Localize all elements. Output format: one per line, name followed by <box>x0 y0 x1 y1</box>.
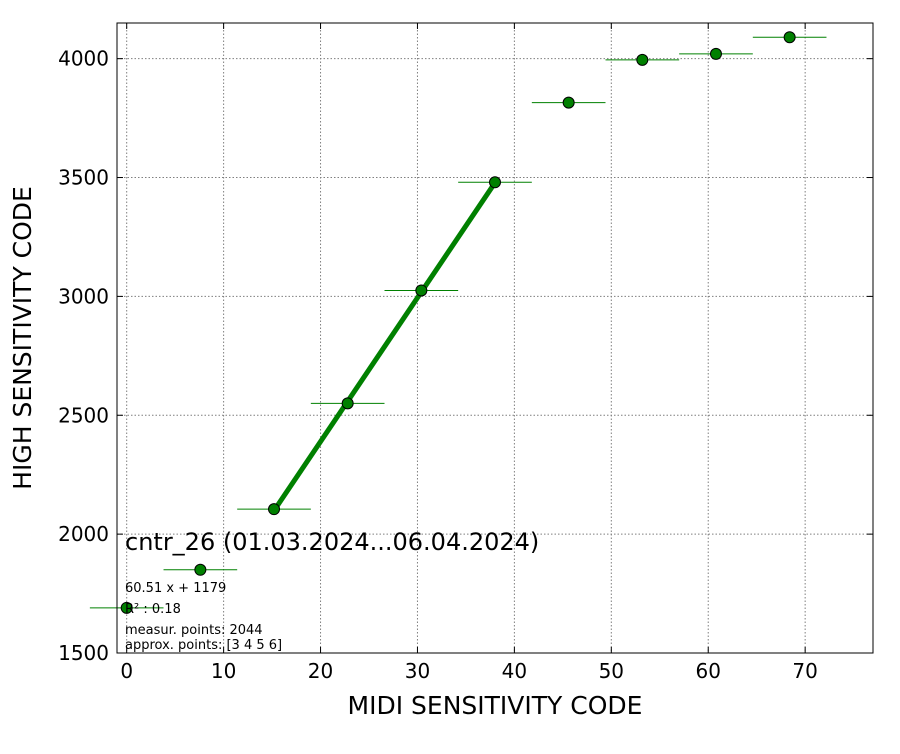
x-tick-label: 70 <box>792 659 817 683</box>
y-axis-label: HIGH SENSITIVITY CODE <box>8 186 37 490</box>
data-point <box>636 53 649 66</box>
fit-line <box>271 181 498 513</box>
y-tick-label: 2000 <box>58 522 109 546</box>
x-tick-label: 0 <box>120 659 133 683</box>
data-point <box>709 47 722 60</box>
plot-background <box>117 23 873 653</box>
x-axis: 0 10 20 30 40 50 60 70 <box>120 23 818 683</box>
y-axis: 1500 2000 2500 3000 3500 4000 <box>58 47 873 665</box>
x-tick-label: 60 <box>696 659 721 683</box>
data-point <box>783 31 796 44</box>
data-point <box>268 503 281 516</box>
y-tick-label: 2500 <box>58 403 109 427</box>
data-point <box>120 601 133 614</box>
y-tick-label: 3000 <box>58 284 109 308</box>
data-point <box>415 284 428 297</box>
y-tick-label: 4000 <box>58 47 109 71</box>
points-layer <box>120 31 796 614</box>
x-tick-label: 20 <box>308 659 333 683</box>
x-tick-label: 30 <box>405 659 430 683</box>
plot-frame <box>116 22 874 654</box>
fit-equation: 60.51 x + 1179 <box>125 581 226 596</box>
r-squared: R² : 0.18 <box>125 602 181 617</box>
x-tick-label: 10 <box>211 659 236 683</box>
x-tick-label: 50 <box>599 659 624 683</box>
grid <box>117 23 873 653</box>
data-point <box>562 96 575 109</box>
data-point <box>489 176 501 189</box>
fit-layer <box>271 181 498 513</box>
data-point <box>194 563 207 576</box>
chart-title: cntr_26 (01.03.2024...06.04.2024) <box>125 528 539 556</box>
y-tick-label: 1500 <box>58 641 109 665</box>
approx-points: approx. points: [3 4 5 6] <box>125 638 282 653</box>
x-axis-label: MIDI SENSITIVITY CODE <box>348 691 643 720</box>
measured-points: measur. points: 2044 <box>125 623 263 638</box>
data-point <box>341 397 354 410</box>
x-tick-label: 40 <box>502 659 527 683</box>
y-tick-label: 3500 <box>58 166 109 190</box>
